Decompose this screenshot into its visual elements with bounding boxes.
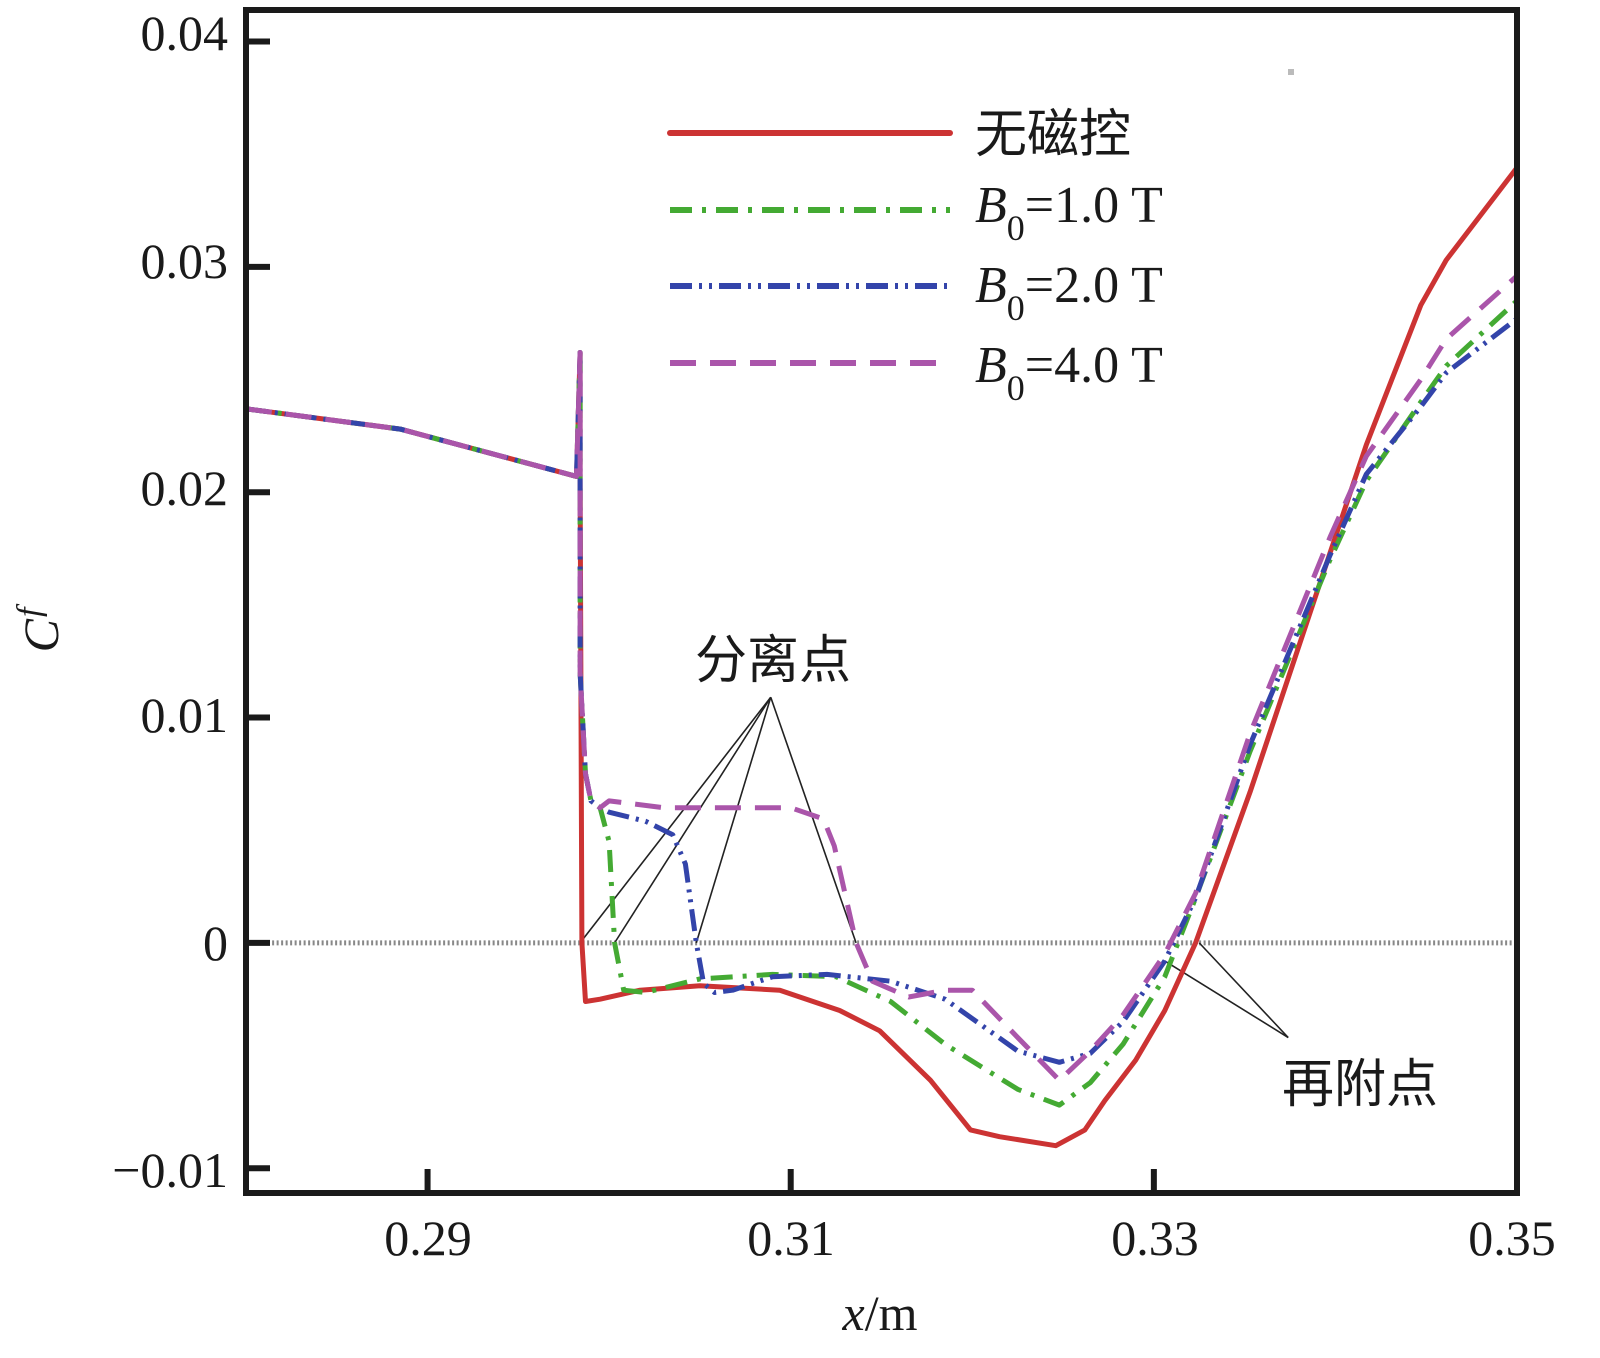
y-tick-label: 0 (203, 915, 228, 971)
x-tick-label: 0.33 (1111, 1210, 1199, 1266)
x-axis-title-var: x (842, 1285, 865, 1341)
annotation-reattachment-point: 再附点 (1282, 1055, 1438, 1115)
legend-label-no-magnetic: 无磁控 (975, 107, 1131, 164)
x-tick-label: 0.35 (1468, 1210, 1556, 1266)
legend-label-b0-1: B0=1.0 T (975, 177, 1163, 248)
annotation-leader-1 (1198, 942, 1289, 1039)
series-line-2 (246, 316, 1517, 1065)
series-group (246, 166, 1517, 1149)
series-line-3 (246, 274, 1517, 1083)
x-axis-title-unit: /m (865, 1285, 918, 1341)
x-tick-labels: 0.29 0.31 0.33 0.35 (384, 1210, 1556, 1266)
annotation-leader-0 (769, 697, 857, 944)
x-tick-label: 0.31 (747, 1210, 835, 1266)
y-tick-label: 0.02 (141, 460, 229, 516)
y-tick-label: 0.03 (141, 233, 229, 289)
y-tick-label: −0.01 (112, 1142, 228, 1198)
y-tick-label: 0.01 (141, 687, 229, 743)
annotation-separation-point: 分离点 (695, 631, 851, 691)
y-tick-labels: 0.04 0.03 0.02 0.01 0 −0.01 (112, 5, 228, 1198)
y-axis-title: Cf (11, 603, 69, 652)
y-axis-ticks (246, 38, 270, 1172)
stray-mark (1288, 69, 1294, 75)
x-axis-title: x/m (842, 1285, 918, 1341)
svg-text:Cf: Cf (11, 603, 69, 652)
y-axis-title-main: C (13, 618, 69, 652)
plot-frame (243, 7, 1520, 1196)
legend: 无磁控 B0=1.0 T B0=2.0 T B0=4.0 T (667, 107, 1163, 408)
x-tick-label: 0.29 (384, 1210, 472, 1266)
legend-label-b0-4: B0=4.0 T (975, 337, 1163, 408)
annotation-leader-1 (1164, 960, 1289, 1039)
y-axis-title-sub: f (11, 603, 48, 617)
series-line-0 (246, 166, 1517, 1149)
annotation-leader-0 (613, 696, 772, 944)
legend-label-b0-2: B0=2.0 T (975, 257, 1163, 328)
annotation-leader-0 (695, 697, 772, 944)
annotation-leader-0 (579, 696, 772, 944)
y-tick-label: 0.04 (141, 5, 229, 61)
x-axis-ticks (424, 1169, 1520, 1193)
